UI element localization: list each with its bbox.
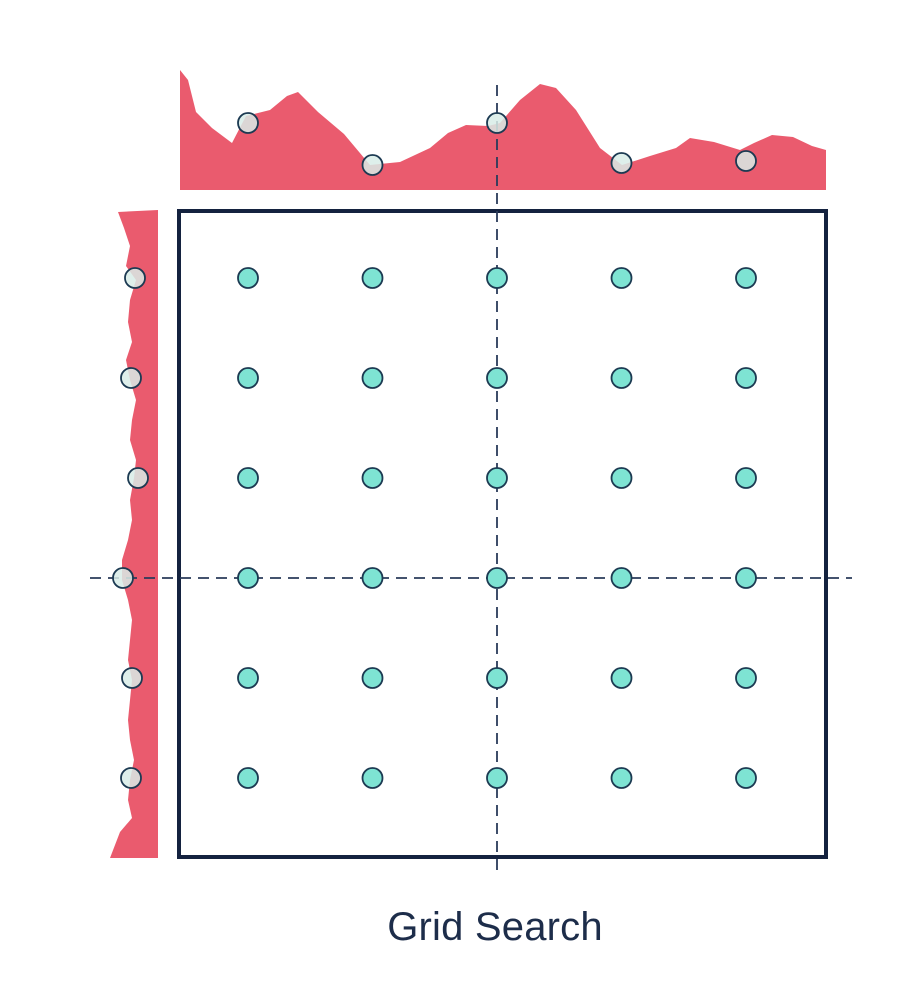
left-sample-point <box>127 467 149 489</box>
top-sample-point <box>486 112 508 134</box>
grid-point <box>735 267 757 289</box>
grid-point <box>610 467 633 489</box>
grid-point <box>237 467 259 489</box>
grid-point <box>486 267 508 289</box>
grid-point <box>735 667 757 689</box>
top-sample-point <box>610 152 633 174</box>
grid-points <box>237 267 757 789</box>
grid-point <box>361 567 384 589</box>
grid-point <box>486 567 508 589</box>
left-sample-point <box>120 367 142 389</box>
top-sample-point <box>361 154 384 176</box>
grid-point <box>735 767 757 789</box>
grid-point <box>361 667 384 689</box>
left-sample-point <box>124 267 146 289</box>
left-distribution-curve <box>110 210 158 858</box>
grid-point <box>237 567 259 589</box>
grid-point <box>735 467 757 489</box>
grid-point <box>610 367 633 389</box>
top-sample-point <box>237 112 259 134</box>
grid-point <box>735 367 757 389</box>
grid-point <box>361 467 384 489</box>
grid-point <box>486 667 508 689</box>
left-sample-point <box>120 767 142 789</box>
grid-point <box>610 667 633 689</box>
search-space-frame <box>177 209 828 859</box>
grid-point <box>237 267 259 289</box>
top-marginal-points <box>237 112 757 176</box>
diagram-caption: Grid Search <box>387 905 603 949</box>
grid-point <box>237 367 259 389</box>
grid-point <box>237 667 259 689</box>
grid-point <box>486 767 508 789</box>
grid-point <box>361 267 384 289</box>
top-sample-point <box>735 150 757 172</box>
grid-point <box>486 467 508 489</box>
grid-point <box>735 567 757 589</box>
left-sample-point <box>112 567 134 589</box>
grid-point <box>361 367 384 389</box>
left-sample-point <box>121 667 143 689</box>
grid-point <box>486 367 508 389</box>
grid-point <box>610 267 633 289</box>
grid-point <box>610 767 633 789</box>
grid-point <box>361 767 384 789</box>
grid-point <box>610 567 633 589</box>
grid-point <box>237 767 259 789</box>
left-marginal-points <box>112 267 149 789</box>
